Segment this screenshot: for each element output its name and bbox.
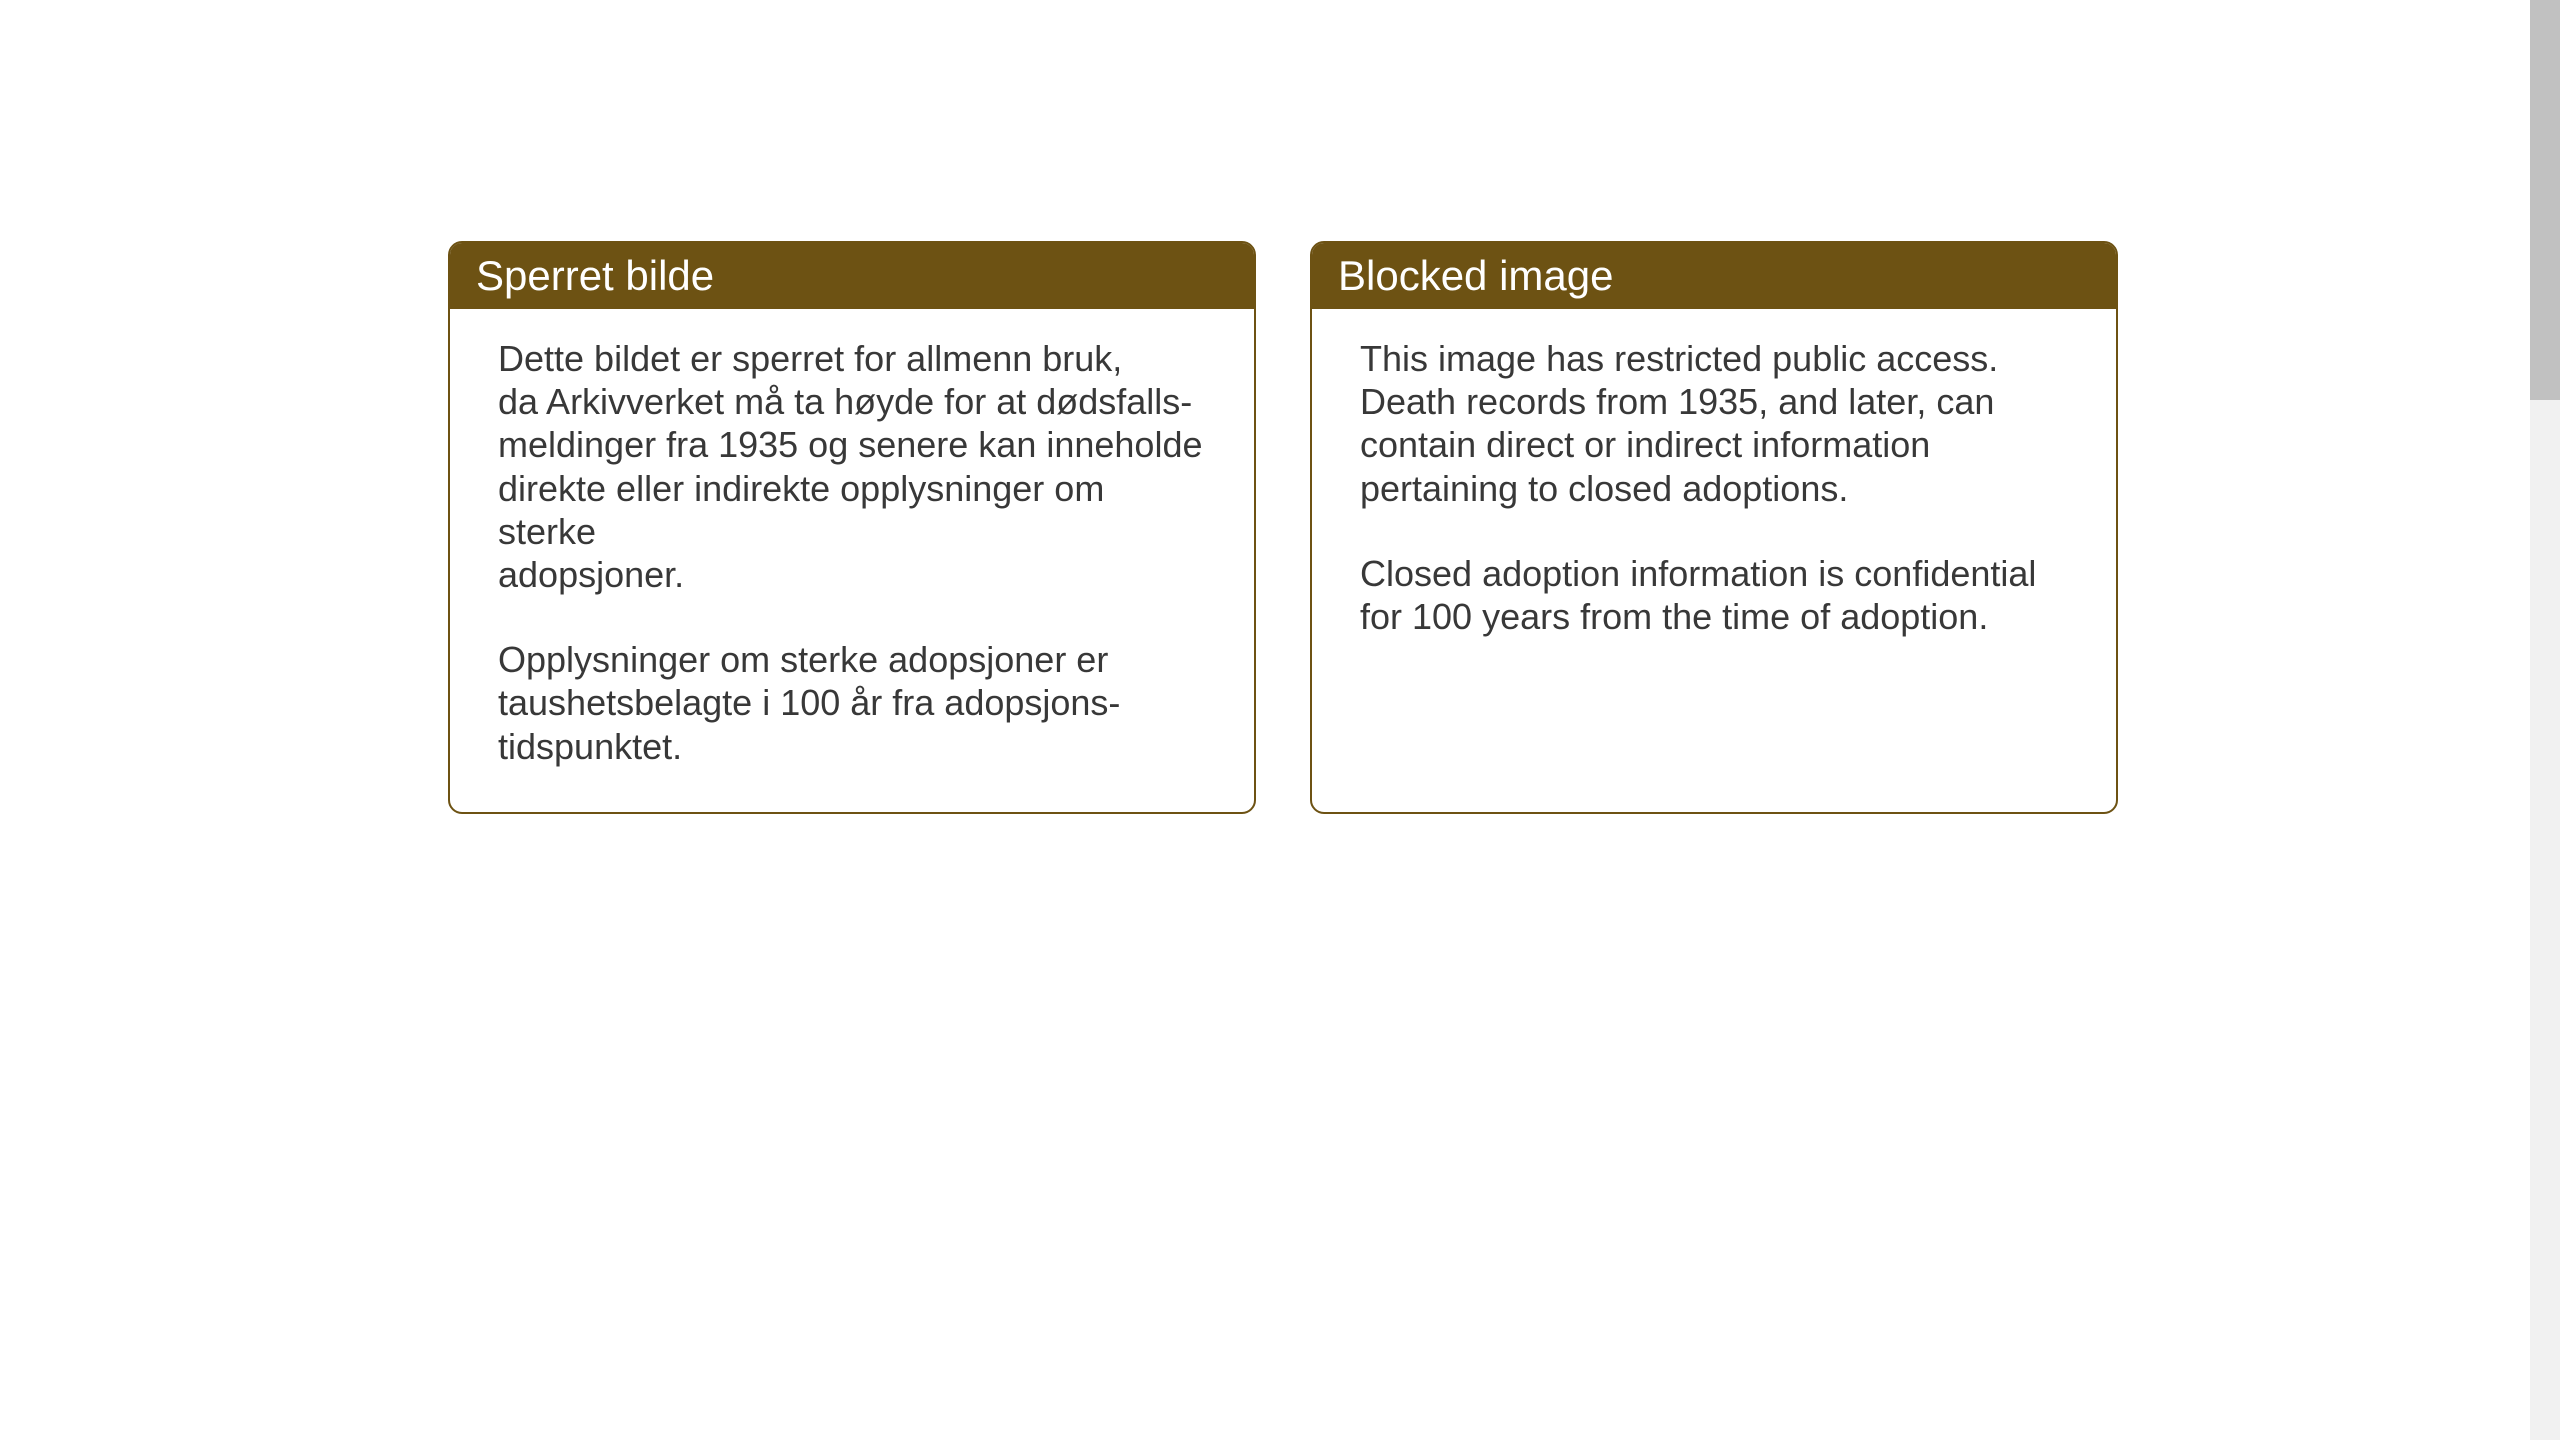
cards-container: Sperret bilde Dette bildet er sperret fo…	[448, 241, 2118, 814]
paragraph-2-english: Closed adoption information is confident…	[1360, 552, 2068, 638]
card-body-norwegian: Dette bildet er sperret for allmenn bruk…	[450, 309, 1254, 812]
card-english: Blocked image This image has restricted …	[1310, 241, 2118, 814]
card-body-english: This image has restricted public access.…	[1312, 309, 2116, 682]
card-title-norwegian: Sperret bilde	[476, 252, 714, 299]
paragraph-2-norwegian: Opplysninger om sterke adopsjoner er tau…	[498, 638, 1206, 768]
card-title-english: Blocked image	[1338, 252, 1613, 299]
scrollbar-thumb[interactable]	[2530, 0, 2560, 400]
paragraph-1-english: This image has restricted public access.…	[1360, 337, 2068, 510]
card-header-norwegian: Sperret bilde	[450, 243, 1254, 309]
vertical-scrollbar[interactable]	[2530, 0, 2560, 1440]
card-norwegian: Sperret bilde Dette bildet er sperret fo…	[448, 241, 1256, 814]
paragraph-1-norwegian: Dette bildet er sperret for allmenn bruk…	[498, 337, 1206, 596]
card-header-english: Blocked image	[1312, 243, 2116, 309]
